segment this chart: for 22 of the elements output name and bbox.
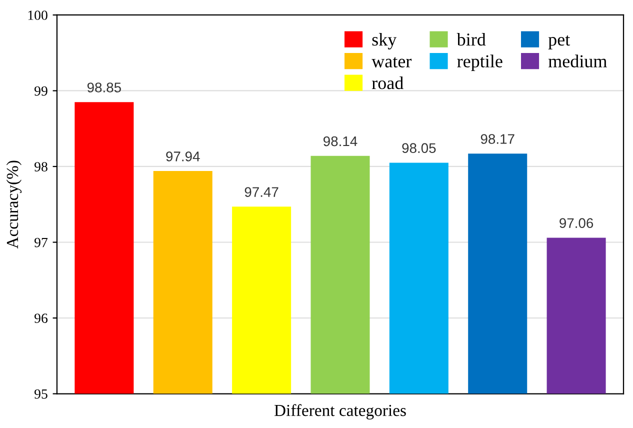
legend-label: water: [372, 57, 412, 68]
data-label: 98.85: [87, 82, 121, 92]
legend-label: pet: [548, 35, 570, 50]
legend-label: bird: [456, 32, 486, 46]
legend-label: medium: [548, 54, 607, 68]
y-tick-label: 99: [34, 86, 48, 96]
y-tick-label: 97: [34, 238, 48, 248]
data-label: 98.17: [480, 134, 514, 144]
y-axis-title: Accuracy(%): [6, 160, 22, 249]
legend-label: sky: [372, 32, 397, 50]
y-tick-label: 100: [28, 10, 48, 20]
data-label: 98.05: [402, 143, 436, 154]
x-axis-title: Different categories: [274, 404, 406, 420]
legend-label: road: [372, 76, 404, 90]
y-tick-label: 95: [34, 389, 48, 399]
data-label: 97.47: [244, 187, 278, 197]
legend-label: reptile: [457, 54, 502, 72]
data-label: 98.14: [324, 136, 358, 146]
data-label: 97.94: [166, 152, 200, 162]
y-tick-label: 98: [34, 162, 48, 172]
data-label: 97.06: [560, 218, 594, 228]
y-tick-label: 96: [34, 314, 48, 323]
